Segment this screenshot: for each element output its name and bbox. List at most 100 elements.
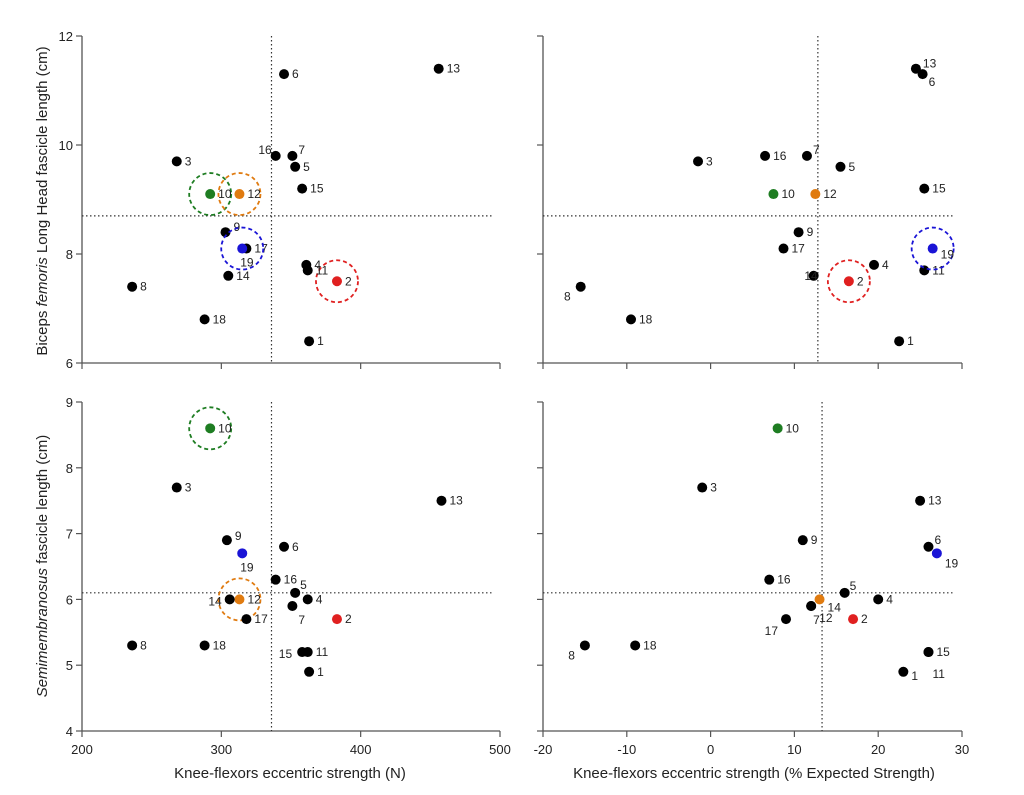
point-label-10: 10 [218,421,232,435]
y-tick-label: 8 [66,461,73,476]
data-point-1 [898,666,909,677]
point-label-11: 11 [316,645,329,659]
point-label-15: 15 [310,182,324,196]
data-point-18 [199,314,210,325]
point-label-15: 15 [279,647,293,661]
data-point-19 [927,243,938,254]
point-label-7: 7 [298,613,305,627]
data-point-6 [279,69,290,80]
x-tick-label: 20 [871,742,885,757]
data-point-10 [205,423,216,434]
data-point-7 [801,150,812,161]
point-label-6: 6 [292,540,299,554]
point-label-14: 14 [236,269,250,283]
data-point-16 [270,150,281,161]
point-label-11: 11 [316,263,329,277]
data-point-10 [768,189,779,200]
data-point-18 [630,640,641,651]
highlight-circle-10 [188,172,233,216]
point-label-5: 5 [848,160,855,174]
point-label-10: 10 [218,187,232,201]
y-tick-label: 10 [59,138,73,153]
data-point-14 [808,270,819,281]
point-label-4: 4 [316,592,323,606]
data-point-4 [869,259,880,270]
data-point-9 [793,227,804,238]
point-label-14: 14 [804,269,818,283]
point-label-3: 3 [706,154,713,168]
highlight-circle-19 [910,226,955,271]
data-point-2 [331,276,342,287]
data-point-4 [302,594,313,605]
y-axis-title-bottom: Semimembranosus fascicle length (cm) [34,435,51,698]
data-point-6 [923,541,934,552]
y-tick-label: 9 [66,395,73,410]
point-label-16: 16 [773,149,787,163]
point-label-9: 9 [807,225,814,239]
data-point-10 [205,189,216,200]
data-point-8 [575,281,586,292]
data-point-9 [221,535,232,546]
point-label-2: 2 [861,612,868,626]
data-point-2 [331,614,342,625]
data-point-2 [843,276,854,287]
y-tick-label: 8 [66,247,73,262]
point-label-2: 2 [857,274,864,288]
data-point-5 [290,587,301,598]
data-point-6 [917,69,928,80]
y-tick-label: 5 [66,658,73,673]
point-label-3: 3 [185,154,192,168]
data-point-5 [839,587,850,598]
point-label-5: 5 [850,579,857,593]
y-tick-label: 12 [59,29,73,44]
point-label-13: 13 [449,494,463,508]
point-label-11: 11 [932,667,945,681]
point-label-5: 5 [300,578,307,592]
data-point-14 [224,594,235,605]
x-tick-label: 200 [71,742,93,757]
point-label-13: 13 [923,57,937,71]
data-point-13 [915,495,926,506]
point-label-2: 2 [345,612,352,626]
point-label-6: 6 [292,67,299,81]
point-label-7: 7 [813,143,820,157]
data-point-19 [931,548,942,559]
point-label-19: 19 [240,256,254,270]
data-point-9 [797,535,808,546]
data-point-17 [778,243,789,254]
highlight-circle-10 [188,406,233,451]
y-tick-label: 4 [66,724,73,739]
point-label-19: 19 [240,560,254,574]
y-tick-label: 6 [66,592,73,607]
y-axis-title-top: Biceps femoris Long Head fascicle length… [34,46,51,355]
point-label-1: 1 [907,334,914,348]
data-point-11 [919,265,930,276]
data-point-3 [171,482,182,493]
data-point-15 [923,647,934,658]
point-label-16: 16 [284,573,298,587]
point-label-9: 9 [811,533,818,547]
point-label-17: 17 [254,612,268,626]
point-label-17: 17 [254,242,268,256]
data-point-13 [433,63,444,74]
data-point-3 [171,156,182,167]
point-label-1: 1 [317,334,324,348]
point-label-19: 19 [945,556,959,570]
data-point-12 [234,189,245,200]
data-point-17 [241,614,252,625]
x-tick-label: 0 [707,742,714,757]
data-point-15 [297,183,308,194]
point-label-14: 14 [208,594,222,608]
data-point-12 [806,600,817,611]
point-label-4: 4 [314,258,321,272]
point-label-16: 16 [258,143,272,157]
y-tick-label: 7 [66,527,73,542]
data-point-5 [290,161,301,172]
data-point-16 [760,150,771,161]
data-point-12 [810,189,821,200]
point-label-9: 9 [234,220,241,234]
point-label-15: 15 [932,182,946,196]
point-label-4: 4 [886,592,893,606]
